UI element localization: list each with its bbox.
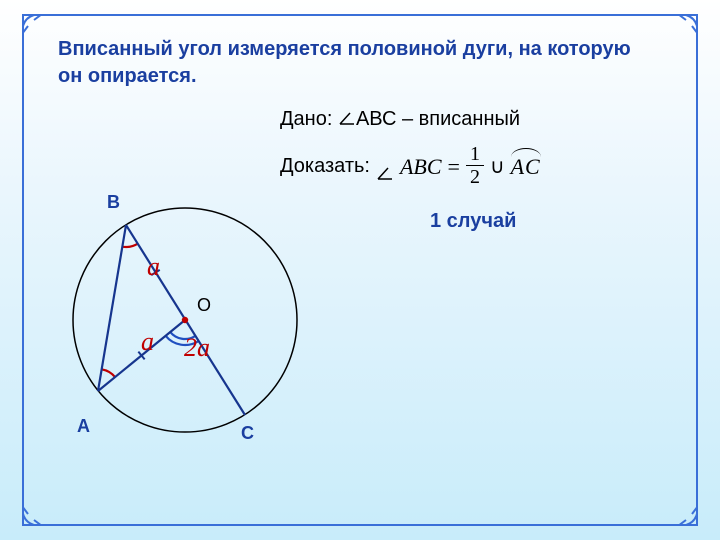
frac-den: 2 <box>466 165 484 187</box>
circle-diagram: А В С О a a 2a <box>55 150 315 460</box>
point-label-A: А <box>77 416 90 437</box>
frac-num: 1 <box>466 144 484 165</box>
angle-label-a-mid: a <box>141 327 154 357</box>
given-line: Дано: АВС – вписанный <box>280 108 520 131</box>
angle-icon <box>376 161 394 175</box>
formula: ABC = 1 2 ∪ AC <box>376 145 541 188</box>
union-icon: ∪ <box>490 154 505 179</box>
angle-label-a-top: a <box>147 252 160 282</box>
arc-AC: AC <box>511 154 541 180</box>
angle-icon <box>338 109 356 123</box>
prove-line: Доказать: ABC = 1 2 ∪ AC <box>280 145 541 188</box>
center-label-O: О <box>197 295 211 316</box>
theorem-title: Вписанный угол измеряется половиной дуги… <box>58 36 660 90</box>
given-text: АВС – вписанный <box>356 108 520 130</box>
formula-lhs: ABC <box>400 154 442 180</box>
case-label: 1 случай <box>430 210 516 233</box>
given-label: Дано: <box>280 108 332 130</box>
point-label-C: С <box>241 423 254 444</box>
fraction: 1 2 <box>466 144 484 187</box>
point-label-B: В <box>107 192 120 213</box>
angle-label-2a: 2a <box>184 333 210 363</box>
